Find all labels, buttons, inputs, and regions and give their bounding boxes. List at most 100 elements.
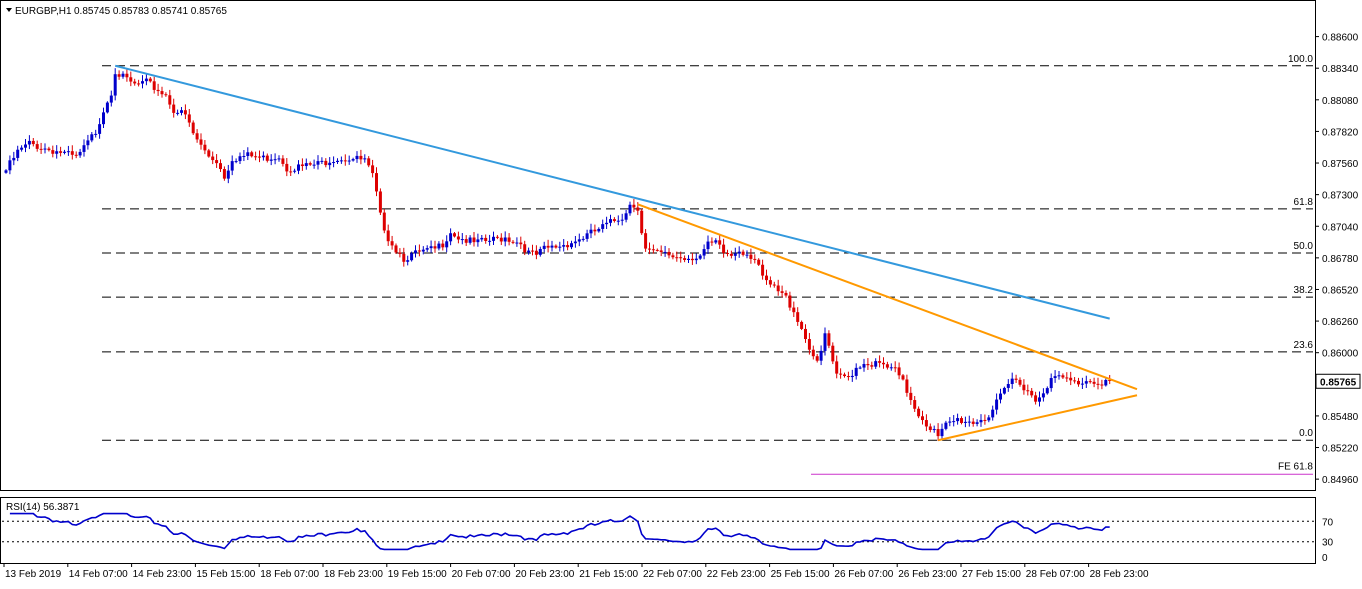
candle-body — [698, 255, 702, 259]
candle-body — [160, 91, 164, 95]
candle-body — [702, 249, 706, 256]
candle-body — [398, 252, 402, 254]
candle-body — [585, 233, 589, 239]
candle-body — [815, 356, 819, 361]
candle-body — [180, 110, 183, 113]
candle-body — [382, 212, 386, 231]
price-tick-label: 0.87040 — [1322, 222, 1359, 233]
candle-body — [129, 77, 133, 82]
candle-body — [640, 210, 644, 234]
fib-level-label: 0.0 — [1299, 428, 1313, 439]
candle-body — [429, 246, 433, 249]
rsi-tick-label: 70 — [1322, 517, 1334, 528]
candle-body — [31, 140, 35, 145]
candle-body — [1014, 378, 1018, 380]
candle-body — [250, 152, 254, 157]
candle-body — [82, 145, 86, 152]
candle-body — [726, 252, 729, 254]
fib-level-label: 61.8 — [1294, 197, 1314, 208]
candle-body — [753, 258, 757, 260]
candle-body — [86, 140, 90, 146]
candle-body — [94, 133, 98, 135]
candle-body — [453, 233, 456, 237]
candle-body — [1065, 377, 1069, 379]
candle-body — [320, 160, 324, 162]
fib-level-label: 23.6 — [1294, 340, 1314, 351]
candle-body — [850, 375, 854, 378]
candle-body — [222, 169, 226, 179]
candle-body — [144, 78, 148, 82]
candle-body — [1080, 383, 1084, 385]
candle-body — [1038, 397, 1041, 402]
candle-body — [737, 251, 741, 254]
candle-body — [577, 239, 581, 242]
candle-body — [983, 419, 987, 421]
candle-body — [63, 151, 66, 153]
time-tick-label: 26 Feb 23:00 — [898, 569, 957, 580]
candle-body — [254, 156, 258, 158]
candle-body — [620, 219, 624, 221]
trendlines — [114, 64, 1138, 442]
candle-body — [16, 149, 20, 158]
candle-body — [265, 155, 269, 161]
candle-body — [141, 81, 144, 84]
candle-body — [573, 241, 577, 244]
candle-body — [484, 237, 488, 241]
candle-body — [589, 229, 593, 234]
candle-body — [878, 361, 882, 363]
candle-body — [846, 376, 850, 378]
candle-body — [1069, 377, 1073, 381]
candle-body — [729, 253, 733, 256]
last-price-label: 0.85765 — [1320, 377, 1357, 388]
candle-body — [581, 238, 585, 240]
price-tick-label: 0.87300 — [1322, 191, 1359, 202]
candle-body — [718, 240, 722, 245]
candle-body — [433, 246, 437, 249]
candle-body — [472, 237, 476, 243]
rsi-panel-frame — [0, 497, 1316, 564]
chart-ohlc: 0.85745 0.85783 0.85741 0.85765 — [74, 6, 227, 17]
price-axis: 0.88600 0.88340 0.88080 0.87820 0.87560 0.873… — [1315, 33, 1361, 486]
candle-body — [663, 251, 667, 253]
candle-body — [417, 250, 421, 252]
rsi-tick-label: 0 — [1322, 553, 1328, 564]
candle-body — [710, 241, 714, 243]
candle-body — [675, 257, 679, 259]
chart-symbol: EURGBP,H1 — [15, 6, 72, 17]
candle-body — [234, 161, 238, 163]
candle-body — [913, 400, 917, 409]
candle-body — [105, 102, 109, 113]
dropdown-triangle-icon[interactable] — [6, 8, 12, 12]
candle-body — [995, 399, 999, 410]
candle-body — [780, 291, 784, 293]
candle-body — [339, 160, 343, 162]
candle-body — [733, 253, 737, 256]
candle-body — [542, 245, 546, 249]
price-tick-label: 0.85220 — [1322, 444, 1359, 455]
candle-body — [745, 254, 749, 256]
candle-body — [757, 259, 761, 265]
candle-body — [117, 74, 121, 77]
candle-body — [987, 417, 991, 421]
candle-body — [819, 350, 823, 361]
candle-body — [1026, 390, 1030, 392]
candle-body — [893, 367, 897, 369]
candle-body — [901, 375, 905, 380]
candle-body — [378, 191, 382, 213]
rsi-line — [9, 512, 1110, 551]
candle-body — [870, 365, 874, 367]
candle-body — [1073, 380, 1077, 382]
candle-body — [148, 78, 152, 82]
candle-body — [1041, 393, 1045, 398]
candle-body — [706, 241, 710, 250]
candle-body — [343, 160, 347, 162]
candle-body — [43, 148, 47, 150]
candle-body — [102, 112, 105, 125]
candle-body — [866, 364, 870, 366]
candle-body — [761, 264, 765, 276]
candle-body — [609, 219, 612, 223]
candle-body — [261, 155, 265, 158]
candle-body — [78, 151, 82, 156]
candle-body — [328, 162, 332, 166]
